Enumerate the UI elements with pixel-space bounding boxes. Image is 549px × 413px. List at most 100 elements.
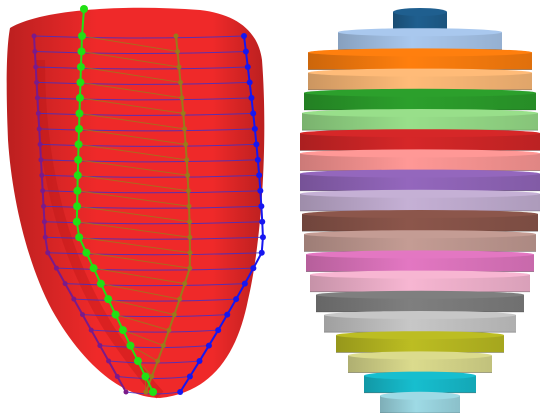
mesh-ring-line [36,81,250,85]
blue-seam-node [246,79,253,86]
green-seam-node [76,62,85,71]
disc-slice [308,68,532,91]
disc-slice [300,129,540,151]
mesh-ring-line [43,205,262,209]
purple-seam-node [71,296,77,302]
green-seam-node [104,295,113,304]
green-seam-node [141,372,150,381]
blue-seam-node [241,33,247,39]
blue-seam-node [250,110,257,117]
purple-seam-node [80,312,86,318]
mesh-ring-line [47,252,262,256]
green-seam-node [126,341,135,350]
mesh-ring-line [117,376,190,379]
mesh-ring-line [56,267,254,271]
green-seam-node [89,264,98,273]
olive-seam-node [176,64,182,70]
purple-seam-node [34,79,40,85]
olive-seam-node [177,79,183,85]
blue-seam-node [177,389,184,395]
disc-slice [300,149,540,171]
blue-seam-node [254,156,261,163]
olive-seam-node [160,343,166,349]
mesh-ring-line [39,128,255,132]
purple-seam-node [45,250,51,256]
olive-seam-line [144,35,191,393]
blue-seam-node [244,63,251,70]
mesh-ring-line [82,314,228,318]
disc-slice [308,48,532,70]
green-seam-line [81,8,85,37]
purple-seam-line [33,35,127,393]
purple-seam-node [106,358,112,364]
disc-slice [302,210,538,232]
green-seam-node [73,171,82,180]
green-seam-node [96,279,105,288]
purple-seam-node [88,327,94,333]
blue-seam-node [259,234,266,241]
blue-seam-node [224,311,231,318]
olive-seam-node [175,48,181,54]
olive-seam-node [143,389,149,395]
mesh-ring-line [65,283,245,287]
purple-seam-node [40,188,46,194]
blue-seam-node [258,203,265,210]
disc-slice [316,290,524,313]
purple-seam-node [53,265,59,271]
olive-seam-node [187,250,193,256]
green-seam-node [75,93,84,102]
blue-seam-node [241,280,248,287]
purple-seam-node [62,281,68,287]
olive-seam-node [155,358,161,364]
purple-seam-node [34,95,40,101]
green-seam-node [77,47,86,56]
green-seam-node [75,233,84,242]
green-seam-node [76,78,85,87]
purple-seam-node [38,157,44,163]
green-seam-node [75,124,84,133]
olive-seam-node [187,265,193,271]
purple-seam-node [41,203,47,209]
purple-seam-node [37,141,43,147]
purple-seam-node [33,64,39,70]
disc-slice [336,331,504,353]
blue-seam-node [251,125,258,132]
green-seam-node [118,326,127,335]
olive-seam-node [184,157,190,163]
blue-seam-node [215,327,222,334]
olive-seam-node [182,281,188,287]
purple-seam-node [36,126,42,132]
purple-seam-node [39,172,45,178]
blue-seam-node [257,187,264,194]
mesh-ring-line [91,329,219,333]
blue-seam-node [256,172,263,179]
mesh-ring-line [41,174,260,178]
mesh-ring-line [73,298,237,302]
purple-seam-node [97,343,103,349]
green-seam-node [74,155,83,164]
olive-seam-node [185,188,191,194]
blue-seam-node [250,265,257,272]
purple-seam-node [42,234,48,240]
disc-slice [393,8,447,30]
green-seam-node [75,109,84,118]
disc-slice [304,230,536,252]
mesh-ring-line [99,345,209,349]
olive-seam-node [179,95,185,101]
purple-seam-node [31,33,37,39]
disc-slice [304,88,536,111]
mesh-ring-line [44,221,263,225]
disc-slice [306,250,534,272]
blue-seam-node [259,218,266,225]
mesh-ring-line [35,66,248,70]
mesh-ring-line [33,35,245,39]
disc-slice [310,270,530,293]
disc-slice [364,371,476,394]
purple-seam-node [114,374,120,380]
olive-seam-node [171,312,177,318]
blue-seam-node [233,296,240,303]
green-seam-node [73,202,82,211]
mesh-ring-line [38,112,254,116]
